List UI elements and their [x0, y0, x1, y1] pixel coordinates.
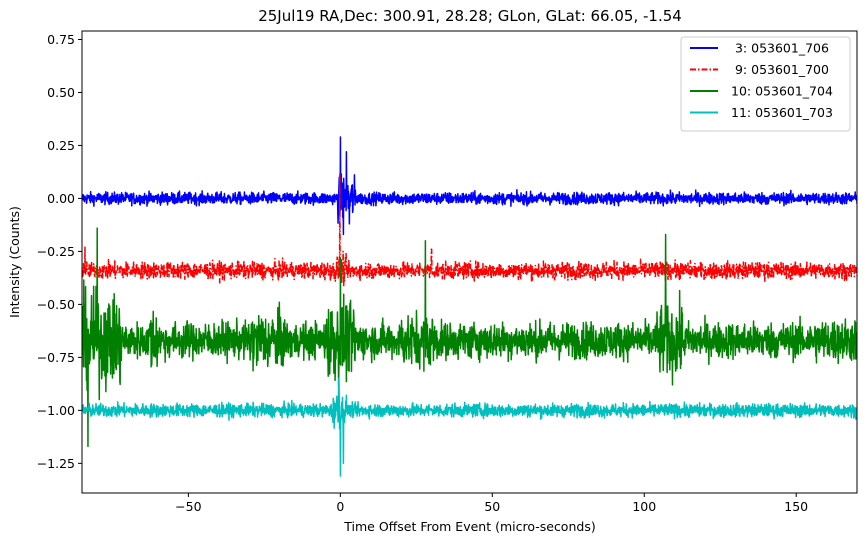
- series-line: [82, 377, 857, 477]
- legend-box: [680, 36, 851, 132]
- legend-label: 10: 053601_704: [731, 84, 833, 99]
- legend-label: 9: 053601_700: [731, 62, 829, 77]
- series-line: [82, 227, 857, 448]
- legend-label: 11: 053601_703: [731, 105, 833, 120]
- y-tick-label: 0.50: [47, 85, 75, 100]
- legend-label: 3: 053601_706: [731, 41, 829, 56]
- y-tick-label: −0.50: [37, 297, 75, 312]
- chart-title: 25Jul19 RA,Dec: 300.91, 28.28; GLon, GLa…: [258, 7, 682, 25]
- x-axis: −50 0 50 100 150: [175, 493, 808, 514]
- series-line: [82, 136, 857, 236]
- x-tick-label: 150: [784, 499, 808, 514]
- x-tick-label: −50: [175, 499, 201, 514]
- y-tick-label: −0.75: [37, 350, 75, 365]
- y-tick-label: −0.25: [37, 244, 75, 259]
- plot-frame: [81, 30, 858, 494]
- y-tick-label: 0.25: [47, 138, 75, 153]
- y-tick-label: 0.75: [47, 32, 75, 47]
- series-line: [82, 172, 857, 288]
- y-axis: 0.75 0.50 0.25 0.00 −0.25 −0.50 −0.75 −1.00 −1.2…: [37, 32, 82, 471]
- legend: 3: 053601_706 9: 053601_700 10: 053601_70…: [680, 36, 851, 132]
- y-tick-label: −1.25: [37, 456, 75, 471]
- x-tick-label: 0: [336, 499, 344, 514]
- y-tick-label: 0.00: [47, 191, 75, 206]
- y-axis-label: Intensity (Counts): [7, 206, 22, 318]
- x-tick-label: 100: [632, 499, 656, 514]
- x-tick-label: 50: [484, 499, 500, 514]
- x-axis-label: Time Offset From Event (micro-seconds): [343, 519, 595, 534]
- y-tick-label: −1.00: [37, 403, 75, 418]
- series-layer: [82, 136, 857, 477]
